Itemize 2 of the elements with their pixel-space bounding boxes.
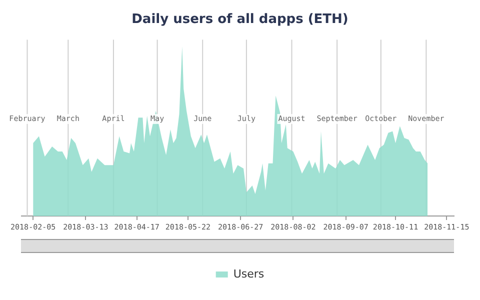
chart-title: Daily users of all dapps (ETH) bbox=[132, 12, 348, 28]
legend-label: Users bbox=[233, 267, 264, 280]
